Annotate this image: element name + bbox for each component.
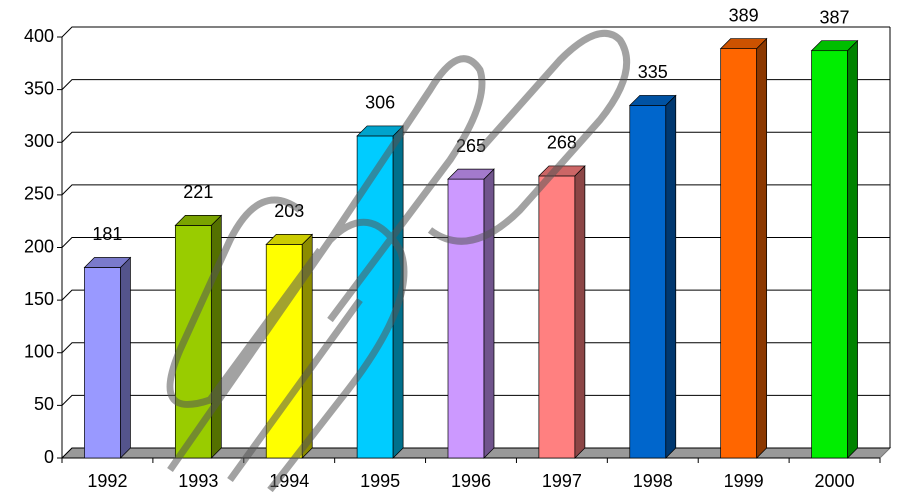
bar-side bbox=[665, 94, 677, 459]
y-tick-label: 350 bbox=[24, 78, 54, 98]
bar-top bbox=[447, 168, 495, 180]
y-tick-label: 0 bbox=[44, 447, 54, 467]
grid-line bbox=[61, 394, 890, 406]
bar-side bbox=[120, 256, 131, 459]
bar-side bbox=[574, 165, 586, 459]
value-label: 306 bbox=[365, 93, 395, 113]
grid-line bbox=[61, 289, 890, 301]
x-tick-label: 1995 bbox=[360, 471, 400, 491]
y-tick-label: 250 bbox=[24, 184, 54, 204]
value-label: 387 bbox=[820, 7, 850, 27]
bar-top bbox=[265, 233, 314, 245]
grid-line bbox=[61, 342, 890, 354]
bar-side bbox=[847, 39, 858, 459]
y-tick-label: 150 bbox=[24, 289, 54, 309]
y-tick-label: 100 bbox=[24, 342, 54, 362]
bar bbox=[356, 125, 404, 459]
value-label: 181 bbox=[92, 224, 122, 244]
y-tick-label: 200 bbox=[24, 236, 54, 256]
watermark bbox=[166, 29, 631, 493]
value-label: 268 bbox=[547, 133, 577, 153]
bar bbox=[628, 94, 677, 459]
bar bbox=[810, 39, 859, 459]
y-tick-label: 400 bbox=[24, 26, 54, 46]
bar-front bbox=[811, 50, 848, 459]
bar-front bbox=[629, 105, 667, 459]
y-tick-label: 300 bbox=[24, 131, 54, 151]
bar-top bbox=[719, 38, 768, 49]
bar-front bbox=[538, 175, 576, 459]
grid-line bbox=[61, 79, 890, 90]
bar-side bbox=[483, 168, 495, 459]
bar bbox=[83, 256, 132, 459]
grid-line bbox=[61, 131, 890, 143]
bar-top bbox=[83, 257, 132, 268]
grid-line bbox=[61, 184, 890, 196]
bar-side bbox=[756, 37, 768, 459]
y-tick-label: 50 bbox=[34, 394, 54, 414]
x-tick-label: 1998 bbox=[633, 471, 673, 491]
grid-line bbox=[61, 447, 890, 459]
bar-top bbox=[628, 95, 677, 106]
value-label: 335 bbox=[638, 62, 668, 82]
x-tick-label: 2000 bbox=[815, 471, 855, 491]
x-tick-label: 1993 bbox=[178, 471, 218, 491]
bar-front bbox=[720, 48, 758, 459]
bar-front bbox=[356, 135, 394, 459]
value-label: 389 bbox=[729, 5, 759, 25]
bar-front bbox=[84, 267, 121, 459]
bar-top bbox=[174, 215, 223, 226]
x-tick-label: 1992 bbox=[87, 471, 127, 491]
bar bbox=[538, 165, 586, 459]
plot-area: 0 50 100 150 200 250 300 350 400 1992 181 1993 221 19… bbox=[24, 5, 892, 491]
bar-front bbox=[447, 178, 485, 459]
grid-line bbox=[61, 237, 890, 248]
x-tick-label: 1997 bbox=[542, 471, 582, 491]
bar bbox=[447, 168, 495, 459]
bar-top bbox=[810, 40, 859, 52]
value-label: 221 bbox=[183, 182, 213, 202]
bar-side bbox=[210, 214, 222, 459]
grid-line bbox=[61, 26, 890, 38]
x-tick-label: 1999 bbox=[724, 471, 764, 491]
bar bbox=[719, 37, 768, 459]
x-tick-label: 1996 bbox=[451, 471, 491, 491]
